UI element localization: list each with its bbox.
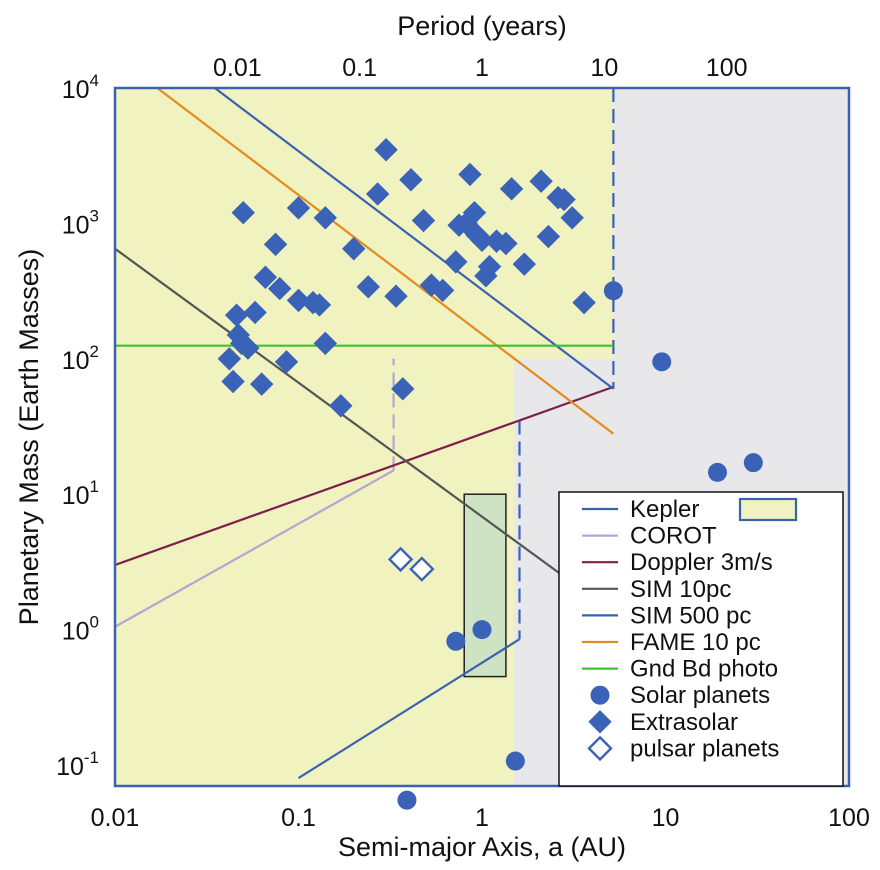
legend-label: pulsar planets [630, 735, 779, 762]
extrasolar-planet-23 [374, 138, 398, 162]
extrasolar-planet-20 [342, 237, 366, 261]
line-corot-3 [114, 469, 395, 628]
extrasolar-planet-43 [529, 169, 553, 193]
extrasolar-planet-44 [536, 224, 561, 249]
extrasolar-planet-10 [263, 232, 288, 257]
legend-label: Solar planets [630, 682, 770, 709]
extrasolar-planet-26 [399, 168, 423, 192]
y-tick-label: 101 [62, 477, 99, 510]
legend-swatch-9 [587, 735, 613, 762]
solar-planet-2 [472, 620, 492, 640]
solar-planet-7 [743, 453, 763, 473]
legend-label: Kepler [630, 496, 699, 523]
top-tick-label: 10 [590, 54, 618, 82]
extrasolar-planet-38 [477, 254, 502, 279]
extrasolar-planet-34 [462, 200, 487, 225]
extrasolar-planet-30 [444, 250, 468, 274]
y-tick-label: 104 [62, 71, 99, 104]
solar-planet-4 [603, 281, 623, 301]
x-tick-label: 10 [652, 804, 680, 832]
line-fame-10-pc-8 [156, 87, 615, 435]
extrasolar-planet-48 [572, 290, 596, 315]
legend-kepler-box [738, 497, 798, 522]
x-axis-label: Semi-major Axis, a (AU) [338, 832, 626, 862]
extrasolar-planet-11 [268, 276, 292, 301]
extrasolar-planet-25 [391, 377, 415, 401]
y-tick-label: 103 [62, 206, 99, 239]
top-tick-label: 0.01 [213, 54, 262, 82]
extrasolar-planet-21 [356, 275, 380, 299]
top-tick-label: 100 [706, 54, 748, 82]
x-tick-label: 0.1 [281, 804, 316, 832]
extrasolar-planet-22 [365, 182, 390, 206]
solar-planet-5 [652, 352, 672, 372]
legend-label: Gnd Bd photo [630, 656, 778, 683]
top-axis-label: Period (years) [397, 11, 567, 41]
legend-swatch-7 [590, 685, 610, 705]
plot-frame [113, 86, 851, 788]
line-kepler-2 [297, 638, 521, 780]
extrasolar-planet-5 [231, 200, 255, 225]
solar-planet-0 [397, 790, 417, 810]
legend-label: Doppler 3m/s [630, 549, 773, 576]
line-sim-500-pc-7 [214, 87, 615, 390]
extrasolar-planet-41 [499, 177, 524, 201]
extrasolar-planet-0 [217, 347, 242, 371]
y-tick-label: 10-1 [56, 748, 99, 781]
x-tick-label: 1 [475, 804, 489, 832]
planet-markers [217, 138, 763, 810]
extrasolar-planet-27 [411, 208, 436, 233]
legend-label: COROT [630, 523, 717, 550]
y-tick-label: 102 [62, 342, 99, 375]
tick-labels: 0.01 0.1 1 10 100 0.01 0.1 1 10 100 10-1 100 101 102 1… [56, 54, 870, 832]
extrasolar-planet-24 [384, 284, 408, 308]
region-corot-box [463, 493, 507, 678]
top-tick-label: 1 [475, 54, 489, 82]
legend-label: SIM 500 pc [630, 602, 751, 629]
y-tick-label: 100 [62, 613, 99, 646]
top-tick-label: 0.1 [342, 54, 377, 82]
legend-box [558, 491, 844, 787]
extrasolar-planet-13 [286, 288, 311, 313]
solar-planet-1 [446, 631, 466, 651]
x-tick-label: 100 [828, 804, 870, 832]
extrasolar-planet-8 [249, 372, 274, 396]
extrasolar-planet-14 [286, 196, 311, 220]
extrasolar-planet-46 [552, 187, 576, 212]
legend-label: SIM 10pc [630, 576, 731, 603]
extrasolar-planet-12 [274, 350, 299, 374]
legend-label: FAME 10 pc [630, 629, 761, 656]
x-tick-label: 0.01 [91, 804, 140, 832]
pulsar-planet-0 [387, 546, 414, 573]
legend-label: Extrasolar [630, 709, 738, 736]
line-doppler-3m-s-5 [114, 385, 614, 567]
extrasolar-planet-16 [307, 293, 332, 317]
extrasolar-planet-47 [560, 206, 584, 230]
pulsar-planet-1 [409, 556, 435, 582]
legend-swatch-8 [588, 710, 612, 734]
extrasolar-planet-33 [458, 162, 482, 187]
extrasolar-planet-19 [329, 394, 353, 418]
detection-limit-lines [114, 87, 615, 780]
y-axis-label: Planetary Mass (Earth Masses) [14, 249, 44, 626]
extrasolar-planet-29 [430, 278, 455, 303]
extrasolar-planet-7 [243, 300, 267, 325]
extrasolar-planet-18 [313, 206, 338, 230]
plot-border [113, 86, 851, 788]
extrasolar-planet-42 [512, 252, 536, 276]
extrasolar-planet-1 [221, 369, 245, 394]
solar-planet-3 [505, 751, 525, 771]
solar-planet-6 [707, 462, 727, 482]
extrasolar-planet-9 [253, 265, 278, 289]
extrasolar-planet-6 [236, 336, 260, 360]
extrasolar-planet-40 [494, 231, 518, 256]
extrasolar-planet-17 [313, 331, 338, 356]
